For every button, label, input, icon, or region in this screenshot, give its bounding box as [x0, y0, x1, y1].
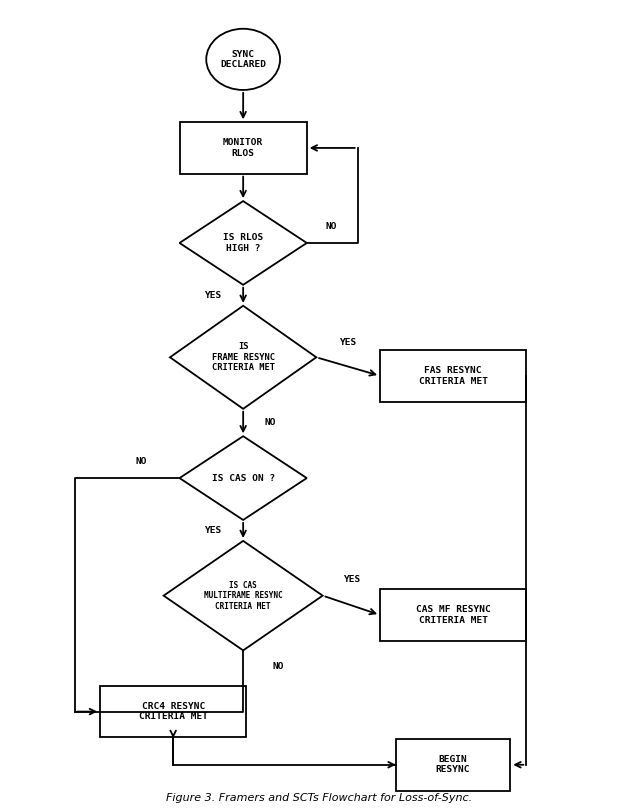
Bar	[380, 350, 527, 402]
Text: NO: NO	[272, 662, 284, 671]
Text: BEGIN
RESYNC: BEGIN RESYNC	[436, 755, 470, 774]
Text: IS CAS
MULTIFRAME RESYNC
CRITERIA MET: IS CAS MULTIFRAME RESYNC CRITERIA MET	[204, 581, 282, 611]
Text: IS
FRAME RESYNC
CRITERIA MET: IS FRAME RESYNC CRITERIA MET	[212, 343, 275, 372]
Text: YES: YES	[343, 575, 360, 584]
Bar	[396, 739, 511, 790]
Text: CRC4 RESYNC
CRITERIA MET: CRC4 RESYNC CRITERIA MET	[139, 702, 208, 722]
Text: MONITOR
RLOS: MONITOR RLOS	[223, 138, 263, 158]
Text: YES: YES	[204, 291, 221, 300]
Text: NO: NO	[135, 457, 147, 466]
Text: IS RLOS
HIGH ?: IS RLOS HIGH ?	[223, 234, 263, 253]
Text: NO: NO	[325, 222, 337, 231]
Bar	[380, 589, 527, 641]
Text: YES: YES	[204, 526, 221, 535]
Bar	[180, 122, 307, 174]
Text: NO: NO	[264, 418, 275, 427]
Text: FAS RESYNC
CRITERIA MET: FAS RESYNC CRITERIA MET	[419, 366, 488, 385]
Text: CAS MF RESYNC
CRITERIA MET: CAS MF RESYNC CRITERIA MET	[416, 605, 491, 625]
Text: SYNC
DECLARED: SYNC DECLARED	[220, 49, 266, 69]
Bar	[100, 686, 246, 738]
Text: Figure 3. Framers and SCTs Flowchart for Loss-of-Sync.: Figure 3. Framers and SCTs Flowchart for…	[166, 793, 473, 803]
Text: IS CAS ON ?: IS CAS ON ?	[212, 473, 275, 482]
Text: YES: YES	[339, 339, 357, 347]
